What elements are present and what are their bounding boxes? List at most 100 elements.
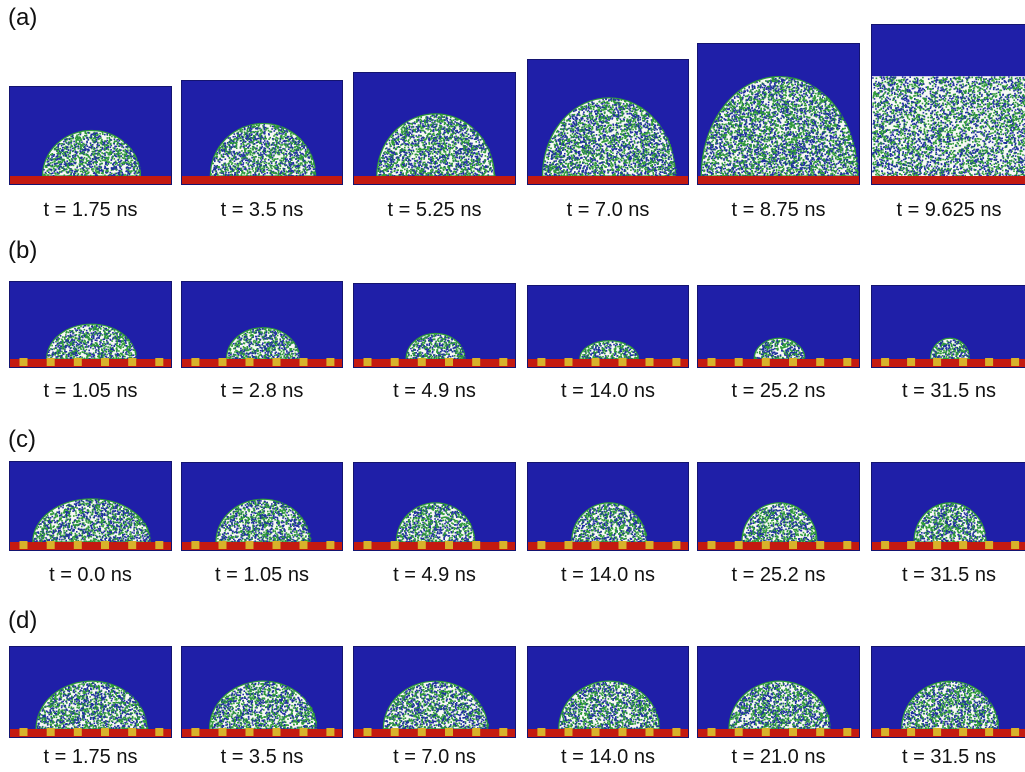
pillar — [645, 541, 654, 549]
simulation-snapshot — [9, 86, 172, 185]
pillar — [789, 358, 797, 366]
pillar — [734, 541, 743, 549]
droplet — [209, 122, 318, 178]
droplet — [46, 323, 138, 361]
time-caption: t = 1.75 ns — [5, 199, 177, 222]
pillar — [816, 358, 825, 366]
simulation-snapshot — [697, 462, 860, 551]
substrate — [528, 542, 688, 550]
snapshot-svg — [182, 327, 342, 367]
simulation-snapshot — [353, 646, 516, 738]
pillar — [881, 541, 890, 549]
pillar — [959, 728, 968, 736]
pillar — [326, 541, 335, 549]
snapshot-svg — [872, 680, 1025, 737]
droplet — [700, 76, 859, 178]
time-caption: t = 7.0 ns — [522, 199, 694, 222]
substrate — [354, 359, 515, 367]
pillar — [101, 358, 109, 366]
substrate — [10, 542, 171, 550]
droplet — [728, 680, 832, 731]
substrate — [10, 176, 171, 184]
pillar — [537, 358, 546, 366]
simulation-snapshot — [353, 462, 516, 551]
droplet — [208, 680, 318, 731]
pillar — [472, 358, 481, 366]
simulation-snapshot — [181, 462, 343, 551]
simulation-snapshot — [9, 281, 172, 368]
simulation-snapshot — [353, 283, 516, 368]
simulation-snapshot — [9, 461, 172, 551]
pillar — [761, 358, 770, 366]
snapshot-svg — [354, 113, 515, 184]
snapshot-svg — [10, 498, 171, 550]
pillar — [299, 541, 308, 549]
pillar — [499, 541, 508, 549]
droplet — [901, 680, 1000, 731]
pillar — [245, 728, 254, 736]
pillar — [363, 358, 372, 366]
simulation-snapshot — [181, 281, 343, 368]
pillar — [445, 541, 453, 549]
time-caption: t = 31.5 ns — [863, 380, 1025, 403]
time-caption: t = 25.2 ns — [693, 564, 865, 587]
time-caption: t = 8.75 ns — [693, 199, 865, 222]
snapshot-svg — [354, 680, 515, 737]
simulation-snapshot — [9, 646, 172, 738]
pillar — [789, 728, 797, 736]
pillar — [245, 358, 254, 366]
pillar — [789, 541, 797, 549]
substrate — [354, 729, 515, 737]
pillar — [591, 358, 600, 366]
pillar — [128, 728, 137, 736]
snapshot-svg — [528, 502, 688, 550]
time-caption: t = 7.0 ns — [349, 746, 521, 769]
snapshot-svg — [10, 680, 171, 737]
droplet — [872, 76, 1025, 178]
pillar — [218, 541, 227, 549]
time-caption: t = 14.0 ns — [522, 380, 694, 403]
droplet — [558, 680, 661, 731]
pillar — [761, 728, 770, 736]
pillar — [564, 728, 573, 736]
pillar — [1011, 358, 1020, 366]
simulation-snapshot — [527, 285, 689, 368]
substrate — [698, 359, 859, 367]
pillar — [843, 358, 852, 366]
droplet — [541, 97, 677, 178]
snapshot-svg — [872, 502, 1025, 550]
snapshot-svg — [528, 680, 688, 737]
pillar — [272, 728, 281, 736]
simulation-snapshot — [527, 59, 689, 185]
snapshot-svg — [698, 680, 859, 737]
pillar — [907, 728, 916, 736]
pillar — [672, 541, 681, 549]
simulation-snapshot — [181, 80, 343, 185]
pillar — [472, 728, 481, 736]
row-label: (a) — [8, 4, 37, 32]
substrate — [182, 542, 342, 550]
pillar — [707, 358, 716, 366]
row-label: (c) — [8, 426, 36, 454]
substrate — [528, 359, 688, 367]
time-caption: t = 14.0 ns — [522, 564, 694, 587]
pillar — [499, 358, 508, 366]
time-caption: t = 3.5 ns — [176, 199, 348, 222]
substrate — [872, 176, 1025, 184]
pillar — [1011, 541, 1020, 549]
pillar — [843, 541, 852, 549]
snapshot-svg — [354, 332, 515, 367]
substrate — [182, 176, 342, 184]
row-label: (d) — [8, 607, 37, 635]
snapshot-svg — [698, 337, 859, 367]
pillar — [299, 728, 308, 736]
pillar — [645, 728, 654, 736]
pillar — [933, 541, 942, 549]
time-caption: t = 1.05 ns — [5, 380, 177, 403]
pillar — [128, 358, 137, 366]
pillar — [985, 358, 994, 366]
pillar — [564, 541, 573, 549]
pillar — [499, 728, 508, 736]
droplet — [753, 337, 806, 361]
pillar — [272, 541, 281, 549]
